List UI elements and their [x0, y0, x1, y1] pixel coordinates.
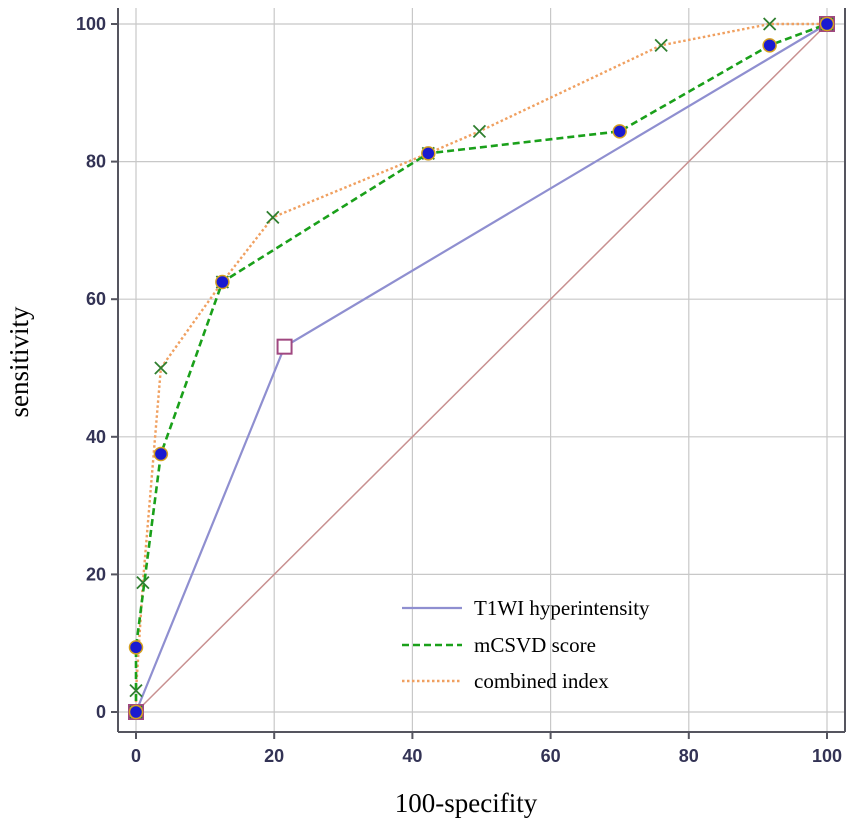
- grid: [118, 8, 845, 732]
- axes: [111, 8, 846, 739]
- reference-diagonal: [135, 23, 828, 713]
- x-tick-label-2: 40: [402, 746, 422, 766]
- series-1-point-1: [128, 640, 144, 655]
- series-1-point-3: [215, 274, 230, 290]
- series-1-point-4: [421, 146, 436, 161]
- y-tick-label-2: 40: [86, 427, 106, 447]
- series-1-point-7: [819, 16, 835, 32]
- x-tick-label-0: 0: [131, 746, 141, 766]
- x-tick-label-3: 60: [541, 746, 561, 766]
- x-axis-title: 100-specifity: [395, 788, 538, 818]
- series-1-point-0: [128, 704, 144, 720]
- series-line-1: [134, 22, 828, 712]
- series-group: [128, 16, 835, 720]
- legend-label-t1wi: T1WI hyperintensity: [474, 596, 650, 620]
- y-tick-label-5: 100: [76, 14, 106, 34]
- series-2-point-5: [266, 210, 280, 224]
- y-tick-label-0: 0: [96, 702, 106, 722]
- legend-label-combined: combined index: [474, 669, 609, 693]
- series-1-point-6: [762, 38, 777, 53]
- series-1-point-2: [153, 446, 169, 462]
- series-2-point-1: [129, 684, 143, 698]
- series-2-point-3: [154, 361, 168, 375]
- series-2-point-9: [763, 17, 777, 31]
- x-tick-label-1: 20: [264, 746, 284, 766]
- reference-line-group: [135, 23, 828, 713]
- legend-label-mcsvd: mCSVD score: [474, 633, 596, 657]
- legend: T1WI hyperintensity mCSVD score combined…: [402, 596, 650, 693]
- y-tick-label-4: 80: [86, 152, 106, 172]
- series-2-point-8: [654, 38, 668, 52]
- series-2-point-7: [472, 124, 487, 138]
- y-tick-label-1: 20: [86, 564, 106, 584]
- y-axis-title: sensitivity: [4, 306, 34, 418]
- series-0-point-1: [276, 338, 293, 355]
- series-1-point-5: [612, 124, 627, 139]
- x-tick-label-5: 100: [812, 746, 842, 766]
- y-tick-label-3: 60: [86, 289, 106, 309]
- tick-labels: 0 20 40 60 80 100 0 20 40 60 80 100: [76, 14, 842, 766]
- x-tick-label-4: 80: [679, 746, 699, 766]
- series-2-point-2: [136, 576, 150, 590]
